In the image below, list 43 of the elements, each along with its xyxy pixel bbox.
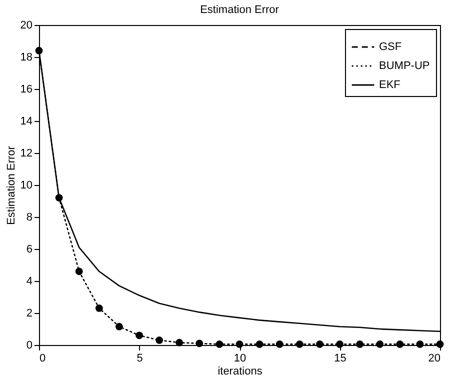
y-tick-label: 12 bbox=[20, 148, 32, 160]
x-tick-label: 20 bbox=[428, 352, 440, 364]
point bbox=[156, 336, 164, 344]
point bbox=[35, 46, 43, 54]
point bbox=[176, 338, 184, 346]
x-tick-label: 10 bbox=[234, 352, 246, 364]
chart-title: Estimation Error bbox=[200, 4, 280, 16]
legend-label: BUMP-UP bbox=[379, 60, 430, 72]
point bbox=[75, 268, 83, 276]
x-tick-label: 0 bbox=[40, 352, 46, 364]
point bbox=[356, 340, 364, 348]
legend-label: GSF bbox=[379, 41, 402, 53]
point bbox=[95, 304, 103, 312]
point bbox=[416, 340, 424, 348]
point bbox=[396, 340, 404, 348]
x-tick-label: 15 bbox=[334, 352, 346, 364]
y-tick-label: 2 bbox=[26, 308, 32, 320]
point bbox=[196, 340, 204, 348]
y-tick-label: 8 bbox=[26, 212, 32, 224]
y-tick-label: 14 bbox=[20, 116, 32, 128]
point bbox=[276, 340, 284, 348]
point bbox=[316, 340, 324, 348]
point bbox=[55, 194, 63, 202]
y-axis-title: Estimation Error bbox=[5, 146, 18, 225]
point bbox=[236, 340, 244, 348]
point bbox=[436, 340, 444, 348]
point bbox=[216, 340, 224, 348]
y-tick-label: 20 bbox=[20, 20, 32, 32]
point bbox=[296, 340, 304, 348]
point bbox=[256, 340, 264, 348]
x-axis-title: iterations bbox=[218, 366, 263, 378]
point bbox=[115, 322, 123, 330]
point bbox=[136, 332, 143, 340]
y-tick-label: 18 bbox=[20, 52, 32, 64]
y-tick-label: 6 bbox=[26, 244, 32, 256]
y-tick-label: 4 bbox=[26, 276, 32, 288]
y-tick-label: 10 bbox=[20, 180, 32, 192]
point bbox=[376, 340, 384, 348]
legend-label: EKF bbox=[379, 79, 401, 91]
y-tick-label: 16 bbox=[20, 84, 32, 96]
point bbox=[336, 340, 344, 348]
y-tick-label: 0 bbox=[26, 340, 32, 352]
x-tick-label: 5 bbox=[136, 352, 143, 364]
